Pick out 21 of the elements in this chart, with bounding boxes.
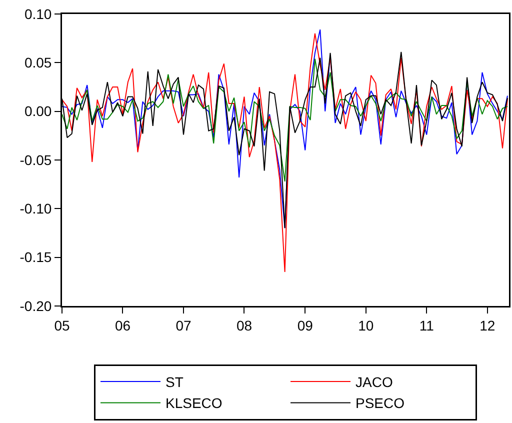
x-tick-label: 10 [358, 317, 374, 334]
legend-label: ST [166, 374, 184, 390]
x-tick-label: 06 [114, 317, 131, 334]
x-tick-label: 05 [54, 317, 70, 334]
line-series [62, 32, 508, 272]
x-tick-label: 09 [297, 317, 314, 334]
x-tick-label: 12 [480, 317, 496, 334]
line-series [62, 58, 508, 182]
x-tick-label: 11 [419, 317, 434, 334]
y-tick-label: -0.05 [20, 152, 52, 168]
x-tick-label: 07 [176, 317, 192, 334]
y-tick-label: -0.15 [20, 249, 52, 266]
y-tick-label: -0.10 [20, 200, 52, 217]
y-tick-label: 0.10 [24, 6, 52, 22]
y-tick-label: -0.20 [20, 298, 52, 314]
legend-label: JACO [356, 374, 393, 390]
y-tick-label: 0.00 [24, 103, 52, 120]
x-tick-label: 08 [236, 317, 252, 334]
legend-label: PSECO [356, 395, 405, 412]
legend-label: KLSECO [166, 395, 222, 412]
y-tick-label: 0.05 [24, 54, 52, 71]
